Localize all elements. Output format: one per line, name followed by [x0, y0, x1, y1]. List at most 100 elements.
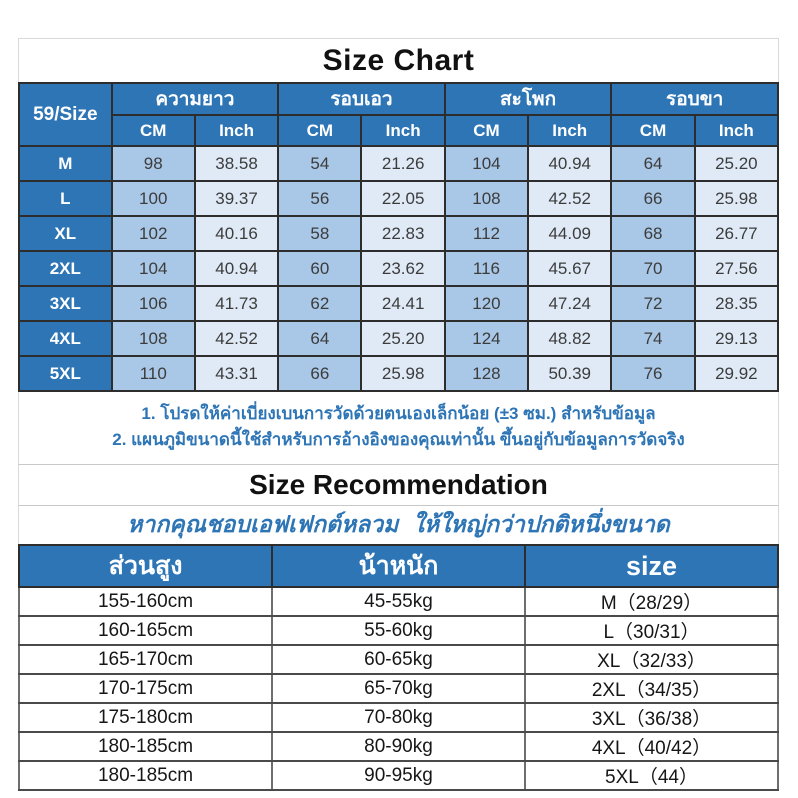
unit-header-inch: Inch	[527, 114, 613, 147]
unit-header-inch: Inch	[360, 114, 446, 147]
recommendation-title: Size Recommendation	[18, 465, 779, 506]
recommendation-row: 160-165cm 55-60kg L（30/31）	[18, 615, 779, 646]
recommendation-row: 180-185cm 90-95kg 5XL（44）	[18, 760, 779, 791]
content-panel: Size Chart 59/Size ความยาว รอบเอว สะโพก …	[18, 38, 780, 791]
inch-value-cell: 22.05	[360, 180, 446, 217]
height-cell: 170-175cm	[18, 673, 273, 704]
unit-header-cm: CM	[110, 114, 196, 147]
size-label-cell: XL	[18, 215, 113, 252]
inch-value-cell: 25.98	[693, 180, 780, 217]
height-cell: 160-165cm	[18, 615, 273, 646]
cm-value-cell: 108	[110, 320, 196, 357]
size-label-cell: L	[18, 180, 113, 217]
cm-value-cell: 58	[277, 215, 363, 252]
inch-value-cell: 48.82	[527, 320, 613, 357]
size-recommendation-cell: 5XL（44）	[524, 760, 779, 791]
recommendation-row: 175-180cm 70-80kg 3XL（36/38）	[18, 702, 779, 733]
size-chart-row: M 98 38.58 54 21.26 104 40.94 64 25.20	[18, 145, 780, 182]
inch-value-cell: 42.52	[193, 320, 280, 357]
cm-value-cell: 116	[443, 250, 530, 287]
inch-value-cell: 25.20	[693, 145, 780, 182]
cm-value-cell: 106	[110, 285, 196, 322]
cm-value-cell: 60	[277, 250, 363, 287]
size-label-cell: 3XL	[18, 285, 113, 322]
inch-value-cell: 50.39	[527, 355, 613, 392]
recommendation-row: 165-170cm 60-65kg XL（32/33）	[18, 644, 779, 675]
recommendation-body: 155-160cm 45-55kg M（28/29） 160-165cm 55-60kg…	[18, 586, 779, 791]
unit-header-cm: CM	[443, 114, 530, 147]
recommendation-title-text: Size Recommendation	[249, 469, 548, 500]
height-cell: 175-180cm	[18, 702, 273, 733]
cm-value-cell: 98	[110, 145, 196, 182]
measurement-notes: 1. โปรดให้ค่าเบี่ยงเบนการวัดด้วยตนเองเล็…	[18, 392, 779, 465]
size-chart-row: 5XL 110 43.31 66 25.98 128 50.39 76 29.92	[18, 355, 780, 392]
column-group-waist: รอบเอว	[277, 82, 446, 116]
cm-value-cell: 74	[610, 320, 696, 357]
unit-header-inch: Inch	[693, 114, 780, 147]
unit-header-cm: CM	[610, 114, 696, 147]
unit-header-cm: CM	[277, 114, 363, 147]
cm-value-cell: 100	[110, 180, 196, 217]
inch-value-cell: 41.73	[193, 285, 280, 322]
height-cell: 180-185cm	[18, 731, 273, 762]
weight-cell: 55-60kg	[271, 615, 526, 646]
size-recommendation-cell: 2XL（34/35）	[524, 673, 779, 704]
inch-value-cell: 24.41	[360, 285, 446, 322]
inch-value-cell: 44.09	[527, 215, 613, 252]
inch-value-cell: 38.58	[193, 145, 280, 182]
unit-header-inch: Inch	[193, 114, 280, 147]
cm-value-cell: 76	[610, 355, 696, 392]
inch-value-cell: 23.62	[360, 250, 446, 287]
weight-cell: 45-55kg	[271, 586, 526, 617]
size-label-cell: 5XL	[18, 355, 113, 392]
recommendation-subtitle: หากคุณชอบเอฟเฟกต์หลวม ให้ใหญ่กว่าปกติหนึ…	[18, 506, 779, 544]
page-title-text: Size Chart	[322, 43, 475, 77]
size-chart-row: 2XL 104 40.94 60 23.62 116 45.67 70 27.56	[18, 250, 780, 287]
weight-cell: 60-65kg	[271, 644, 526, 675]
cm-value-cell: 112	[443, 215, 530, 252]
cm-value-cell: 62	[277, 285, 363, 322]
column-group-hip: สะโพก	[443, 82, 613, 116]
height-cell: 180-185cm	[18, 760, 273, 791]
inch-value-cell: 27.56	[693, 250, 780, 287]
cm-value-cell: 120	[443, 285, 530, 322]
inch-value-cell: 26.77	[693, 215, 780, 252]
height-cell: 155-160cm	[18, 586, 273, 617]
cm-value-cell: 70	[610, 250, 696, 287]
size-label-cell: M	[18, 145, 113, 182]
size-chart-row: L 100 39.37 56 22.05 108 42.52 66 25.98	[18, 180, 780, 217]
weight-cell: 80-90kg	[271, 731, 526, 762]
size-recommendation-cell: 4XL（40/42）	[524, 731, 779, 762]
weight-cell: 65-70kg	[271, 673, 526, 704]
inch-value-cell: 22.83	[360, 215, 446, 252]
inch-value-cell: 25.20	[360, 320, 446, 357]
weight-header: น้าหนัก	[271, 544, 526, 588]
inch-value-cell: 47.24	[527, 285, 613, 322]
inch-value-cell: 40.16	[193, 215, 280, 252]
size-label-cell: 2XL	[18, 250, 113, 287]
cm-value-cell: 54	[277, 145, 363, 182]
height-header: ส่วนสูง	[18, 544, 273, 588]
inch-value-cell: 45.67	[527, 250, 613, 287]
recommendation-row: 180-185cm 80-90kg 4XL（40/42）	[18, 731, 779, 762]
inch-value-cell: 40.94	[527, 145, 613, 182]
size-chart-row: 3XL 106 41.73 62 24.41 120 47.24 72 28.35	[18, 285, 780, 322]
recommendation-row: 155-160cm 45-55kg M（28/29）	[18, 586, 779, 617]
cm-value-cell: 108	[443, 180, 530, 217]
cm-value-cell: 68	[610, 215, 696, 252]
cm-value-cell: 102	[110, 215, 196, 252]
page-title: Size Chart	[18, 38, 779, 82]
inch-value-cell: 29.92	[693, 355, 780, 392]
cm-value-cell: 110	[110, 355, 196, 392]
cm-value-cell: 104	[110, 250, 196, 287]
weight-cell: 70-80kg	[271, 702, 526, 733]
size-recommendation-cell: 3XL（36/38）	[524, 702, 779, 733]
size-chart-table: 59/Size ความยาว รอบเอว สะโพก รอบขา CM In…	[18, 82, 780, 392]
cm-value-cell: 64	[277, 320, 363, 357]
cm-value-cell: 66	[610, 180, 696, 217]
recommendation-header-row: ส่วนสูง น้าหนัก size	[18, 544, 779, 588]
cm-value-cell: 64	[610, 145, 696, 182]
recommendation-row: 170-175cm 65-70kg 2XL（34/35）	[18, 673, 779, 704]
size-recommendation-cell: M（28/29）	[524, 586, 779, 617]
